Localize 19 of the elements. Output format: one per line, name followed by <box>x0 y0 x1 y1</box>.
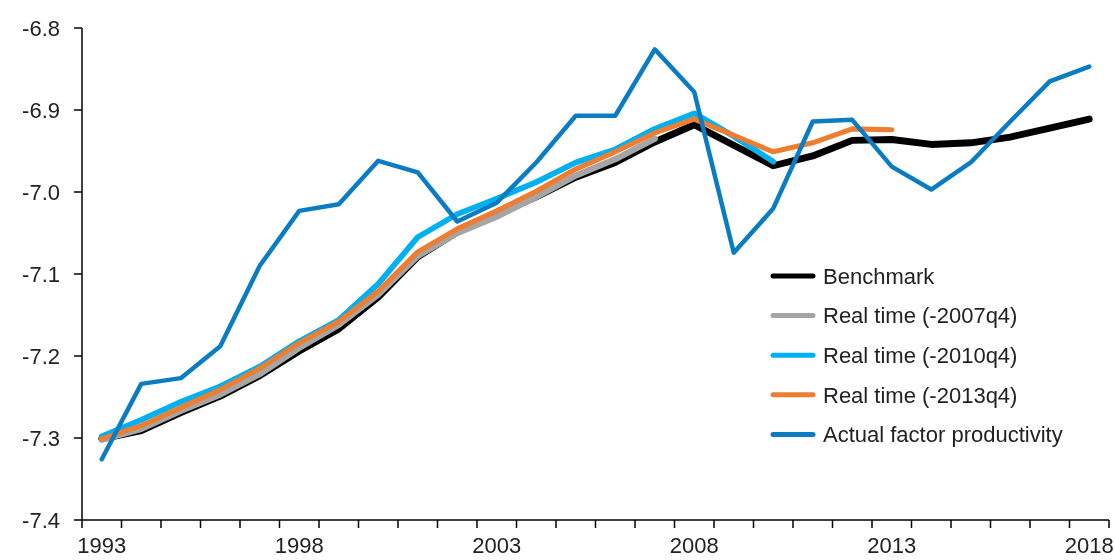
line-series <box>99 47 1092 462</box>
x-tick-label: 2013 <box>867 533 917 558</box>
y-tick-label: -7.1 <box>22 261 60 287</box>
x-tick-label: 2008 <box>669 533 719 558</box>
legend-label: Real time (-2007q4) <box>823 303 1018 329</box>
y-tick-label: -7.2 <box>22 343 60 369</box>
x-tick-label: 1993 <box>77 533 127 558</box>
x-tick-label: 2003 <box>472 533 522 558</box>
legend-label: Actual factor productivity <box>823 422 1063 448</box>
legend-label: Benchmark <box>823 263 936 289</box>
legend-label: Real time (-2010q4) <box>823 342 1018 368</box>
x-tick-label: 1998 <box>274 533 324 558</box>
y-tick-label: -7.4 <box>22 507 60 533</box>
x-tick-label: 2018 <box>1064 533 1114 558</box>
y-tick-label: -6.8 <box>22 15 60 41</box>
y-tick-label: -6.9 <box>22 97 60 123</box>
legend-label: Real time (-2013q4) <box>823 382 1018 408</box>
y-tick-label: -7.0 <box>22 179 60 205</box>
y-tick-label: -7.3 <box>22 425 60 451</box>
